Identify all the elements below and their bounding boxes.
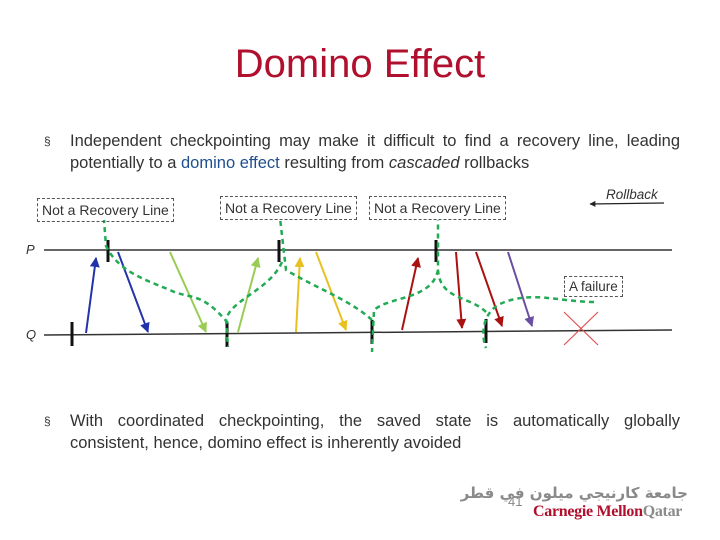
bullet-independent-checkpointing: § Independent checkpointing may make it … — [44, 130, 680, 174]
message-blue-2 — [117, 251, 150, 333]
message-yellow-2 — [315, 251, 348, 331]
failure-cross-b — [563, 311, 599, 346]
process-p-label: P — [26, 242, 35, 257]
not-recovery-line-label-2: Not a Recovery Line — [220, 196, 357, 220]
failure-label: A failure — [564, 276, 623, 297]
message-red-2 — [455, 251, 467, 329]
bullet-text: Independent checkpointing may make it di… — [70, 130, 680, 174]
slide-title: Domino Effect — [234, 42, 486, 86]
bullet-text: With coordinated checkpointing, the save… — [70, 412, 680, 452]
message-red-1 — [401, 257, 421, 331]
logo-english-text: Carnegie MellonQatar — [533, 503, 682, 521]
not-recovery-line-label-1: Not a Recovery Line — [37, 198, 174, 222]
message-yellow-1 — [294, 257, 305, 333]
domino-recovery-path — [102, 217, 595, 353]
cmu-qatar-logo: جامعة كارنيجي ميلون في قطر Carnegie Mell… — [461, 484, 688, 524]
rollback-label: Rollback — [606, 187, 658, 202]
bullet-marker: § — [44, 134, 51, 148]
cascaded-emphasis: cascaded — [388, 154, 460, 172]
rollback-arrow — [589, 200, 665, 207]
bullet-text-part2: resulting from — [279, 154, 389, 172]
bullet-text-part3: rollbacks — [459, 154, 530, 172]
domino-effect-highlight: domino effect — [181, 154, 280, 172]
logo-qatar-name: Qatar — [642, 503, 683, 520]
process-q-timeline — [43, 329, 673, 336]
message-green-1 — [169, 251, 207, 333]
bullet-text-part1: Independent checkpointing may make it di… — [70, 132, 680, 172]
process-q-label: Q — [26, 327, 37, 342]
message-red-3 — [475, 251, 504, 327]
message-blue-1 — [85, 257, 100, 334]
logo-arabic-text: جامعة كارنيجي ميلون في قطر — [460, 484, 688, 502]
bullet-coordinated-checkpointing: § With coordinated checkpointing, the sa… — [44, 410, 680, 454]
logo-cmu-name: Carnegie Mellon — [533, 503, 643, 520]
bullet-marker: § — [44, 414, 51, 428]
page-number: 41 — [508, 494, 523, 509]
not-recovery-line-label-3: Not a Recovery Line — [369, 196, 506, 220]
message-purple-1 — [507, 251, 534, 327]
